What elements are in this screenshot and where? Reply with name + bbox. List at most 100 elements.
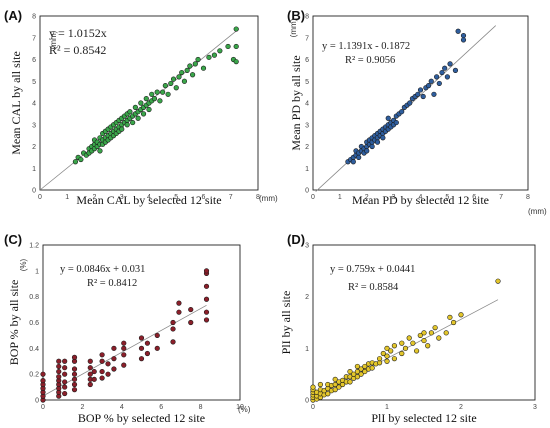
data-point [173,85,179,91]
data-point [428,330,435,336]
x-tick-label: 8 [199,404,203,411]
data-point [369,143,375,150]
data-point [62,390,68,397]
data-point [71,366,78,372]
x-tick-label: 2 [80,404,84,411]
data-point [71,376,78,382]
data-point [421,337,427,344]
data-point [358,366,364,372]
data-point [442,65,448,71]
x-tick-label: 1 [65,194,69,201]
data-point [190,72,196,78]
y-tick-label: 2 [305,294,309,301]
regression-equation: y = 0.759x + 0.0441 [330,264,415,275]
panel-label: (B) [287,8,305,23]
data-point [388,348,394,354]
y-tick-label: 3 [305,122,309,129]
data-point [124,122,130,128]
x-tick-label: 4 [419,194,423,201]
y-tick-label: 8 [305,14,309,21]
data-point [415,91,421,97]
y-tick-label: 1 [305,166,309,173]
data-point [432,325,438,331]
y-axis-label: Mean PD by all site [289,55,303,150]
x-axis-unit: (mm) [259,194,278,203]
x-tick-label: 8 [526,194,530,201]
data-point [99,358,105,364]
data-point [111,366,117,372]
data-point [384,345,390,351]
data-point [217,48,223,54]
data-point [384,358,390,364]
y-tick-label: 0.6 [29,320,39,327]
x-axis-label: BOP % by selected 12 site [78,411,205,425]
x-axis-unit: (mm) [528,207,547,216]
data-point [410,340,416,346]
data-point [138,100,144,106]
y-tick-label: 0 [305,188,309,195]
data-point [132,104,138,110]
data-point [151,96,158,102]
data-point [391,343,398,349]
data-point [56,368,62,375]
x-tick-label: 6 [202,194,206,201]
x-tick-label: 2 [365,194,369,201]
data-point [362,363,368,370]
y-tick-label: 1 [35,268,39,275]
data-point [436,80,442,87]
x-axis-label: Mean PD by selected 12 site [352,193,489,207]
data-point [40,371,46,377]
data-point [399,350,405,357]
x-tick-label: 2 [93,194,97,201]
x-tick-label: 7 [499,194,503,201]
data-point [176,74,182,80]
data-point [380,135,386,141]
regression-equation: y = 1.0152x [49,26,107,40]
panel-b: 0 1 2 3 4 5 6 7 8 0 1 2 3 4 5 6 7 8 y = 1.1391x - 0.1872 R²… [287,8,547,216]
y-axis-label: BOP % by all site [7,280,21,366]
data-point [62,379,68,385]
data-point [203,296,210,302]
data-point [362,368,368,375]
data-point [162,82,168,89]
plot-frame [312,244,536,401]
data-point [62,371,68,377]
data-point [421,330,427,336]
data-point [143,96,149,102]
data-point [356,154,362,160]
data-point [233,26,239,32]
data-point [56,358,62,364]
y-tick-label: 1.2 [29,243,39,250]
data-point [168,80,174,87]
data-point [495,278,501,284]
data-point [384,353,390,359]
data-point [460,37,467,43]
data-point [105,371,111,377]
data-point [62,365,68,371]
data-point [135,115,141,121]
data-point [71,371,78,377]
panel-label: (A) [4,8,22,23]
data-point [87,358,93,364]
data-point [354,368,361,375]
data-point [184,67,190,73]
y-tick-label: 2 [32,144,36,151]
x-tick-label: 7 [229,194,233,201]
data-point [402,345,409,351]
r-squared: R² = 0.9056 [345,55,395,66]
data-point [200,65,207,71]
panel-a: 0 1 2 3 4 5 6 7 8 0 1 2 3 4 5 6 7 8 y = 1.0152x R² = 0.8542… [4,8,278,207]
data-point [62,358,68,364]
data-point [72,159,79,165]
y-tick-label: 0.8 [29,294,39,301]
x-tick-label: 0 [311,194,315,201]
data-point [127,109,133,115]
y-tick-label: 5 [32,79,36,86]
data-point [188,306,194,313]
data-point [170,76,177,82]
data-point [97,148,103,154]
data-point [179,69,185,76]
data-point [428,78,434,84]
data-point [138,335,145,341]
data-point [431,91,437,97]
